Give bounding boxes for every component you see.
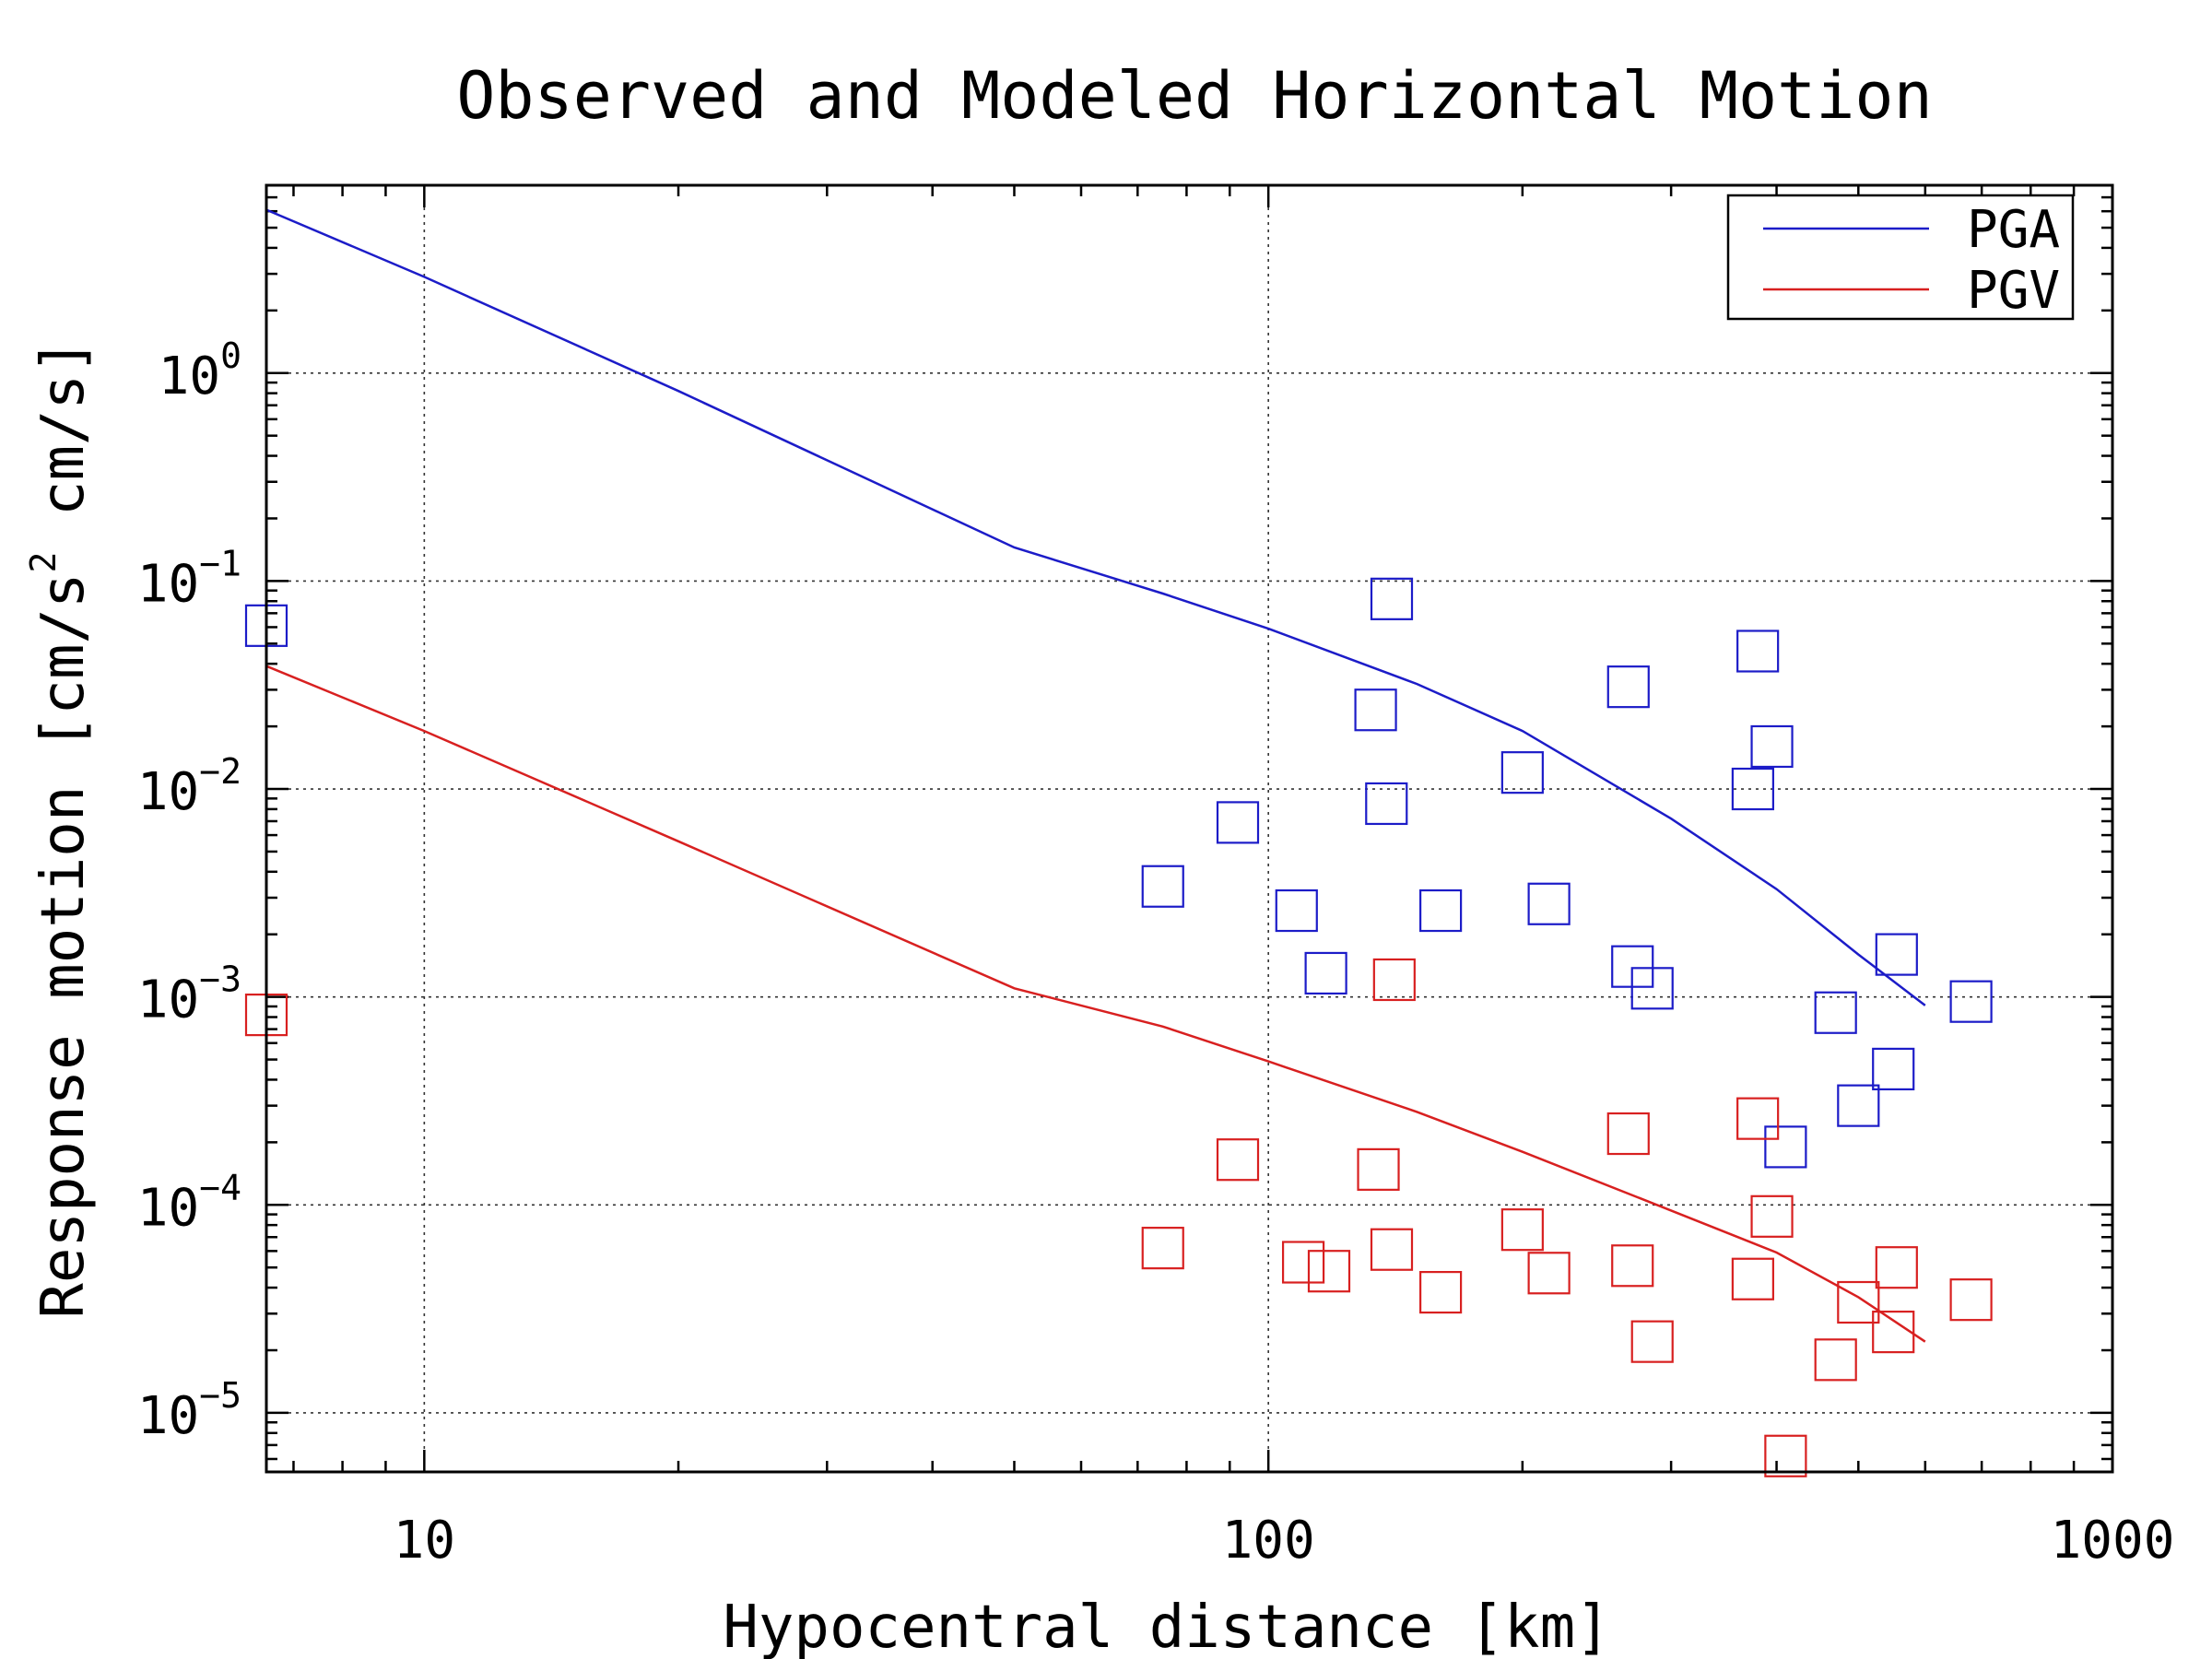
- pgv-observation-marker: [1837, 1280, 1880, 1324]
- pga-observation-marker: [1837, 1084, 1880, 1127]
- pga-observation-marker: [1764, 1125, 1807, 1169]
- pga-observation-marker: [1750, 724, 1794, 769]
- legend-pga-label: PGA: [1967, 200, 2060, 260]
- y-axis-label: Response motion [cm/s2 cm/s]: [23, 338, 98, 1318]
- pgv-observation-marker: [1527, 1252, 1571, 1295]
- grid-lines: [266, 185, 2112, 1472]
- pga-observation-marker: [1606, 665, 1650, 709]
- pgv-observation-marker: [1630, 1320, 1674, 1363]
- y-tick-base: 10: [137, 1178, 199, 1238]
- pgv-observation-marker: [1872, 1311, 1915, 1354]
- pgv-observation-marker: [1764, 1434, 1807, 1477]
- pgv-observation-marker: [1357, 1147, 1400, 1191]
- y-tick-label: 10−1: [137, 543, 241, 614]
- pga-observation-marker: [1814, 991, 1857, 1034]
- x-tick-label: 10: [394, 1511, 455, 1571]
- x-tick-label: 1000: [2051, 1511, 2175, 1571]
- legend: PGA PGV: [1726, 194, 2075, 321]
- pgv-observation-marker: [1731, 1257, 1774, 1300]
- plot-frame: [265, 183, 2114, 1474]
- pga-observation-marker: [1275, 888, 1318, 933]
- pgv-observation-marker: [1370, 1228, 1414, 1271]
- pgv-observation-marker: [1307, 1250, 1351, 1293]
- pgv-observation-marker: [1736, 1097, 1780, 1140]
- pga-observation-marker: [1500, 751, 1544, 794]
- pgv-observation-marker: [1750, 1194, 1794, 1238]
- pga-observation-marker: [1419, 888, 1463, 933]
- pga-observation-marker: [1216, 801, 1260, 844]
- x-tick-label: 100: [1222, 1511, 1315, 1571]
- pgv-series: [244, 665, 1993, 1477]
- legend-pgv-label: PGV: [1967, 261, 2060, 321]
- pgv-observation-marker: [1372, 958, 1416, 1002]
- pga-observation-marker: [1365, 782, 1408, 826]
- y-axis-label-main: Response motion [cm/s: [29, 572, 98, 1318]
- y-tick-base: 10: [137, 971, 199, 1030]
- pgv-observation-marker: [1281, 1241, 1325, 1284]
- axis-ticks: [266, 183, 2114, 1472]
- y-tick-exponent: −3: [199, 959, 241, 1000]
- y-tick-base: 10: [137, 554, 199, 614]
- pga-observation-marker: [1731, 767, 1774, 811]
- y-tick-exponent: −2: [199, 751, 241, 792]
- y-tick-label: 10−2: [137, 751, 241, 822]
- pga-observation-marker: [1354, 688, 1397, 732]
- y-tick-base: 10: [137, 762, 199, 822]
- pgv-observation-marker: [1606, 1112, 1650, 1156]
- pga-observation-marker: [1630, 967, 1674, 1010]
- pga-model-line: [265, 208, 1926, 1006]
- pgv-observation-marker: [1141, 1227, 1184, 1270]
- x-tick-labels: 10 100 1000: [394, 1511, 2175, 1571]
- y-tick-base: 10: [159, 347, 220, 406]
- pga-observation-marker: [1872, 1047, 1915, 1091]
- pga-observation-marker: [1370, 577, 1414, 620]
- x-axis-label: Hypocentral distance [km]: [723, 1594, 1610, 1659]
- pgv-observation-marker: [1500, 1208, 1544, 1252]
- y-axis-label-exponent: 2: [23, 552, 64, 573]
- y-tick-label: 100: [159, 335, 241, 406]
- pgv-observation-marker: [1419, 1271, 1463, 1314]
- pga-observation-marker: [1875, 933, 1918, 976]
- legend-box: [1726, 194, 2075, 321]
- pgv-model-line: [265, 665, 1926, 1343]
- pgv-observation-marker: [1216, 1138, 1260, 1182]
- y-tick-label: 10−4: [137, 1167, 241, 1238]
- y-tick-exponent: −5: [199, 1375, 241, 1416]
- chart-title: Observed and Modeled Horizontal Motion: [456, 58, 1932, 134]
- data-series: [244, 208, 1993, 1477]
- pgv-observation-marker: [1949, 1278, 1993, 1322]
- y-tick-exponent: −1: [199, 543, 241, 583]
- y-tick-exponent: 0: [220, 335, 241, 376]
- y-tick-label: 10−3: [137, 959, 241, 1030]
- y-tick-exponent: −4: [199, 1167, 241, 1207]
- pga-observation-marker: [1527, 882, 1571, 925]
- y-axis-label-tail: cm/s]: [29, 338, 98, 551]
- pga-observation-marker: [1141, 865, 1184, 908]
- y-tick-label: 10−5: [137, 1375, 241, 1446]
- y-tick-base: 10: [137, 1386, 199, 1446]
- pga-observation-marker: [1736, 629, 1780, 673]
- pgv-observation-marker: [1875, 1246, 1918, 1289]
- pgv-observation-marker: [1814, 1338, 1857, 1382]
- pga-observation-marker: [1949, 980, 1993, 1023]
- pga-observation-marker: [1304, 951, 1347, 995]
- pga-series: [244, 208, 1993, 1169]
- pgv-observation-marker: [1611, 1244, 1654, 1288]
